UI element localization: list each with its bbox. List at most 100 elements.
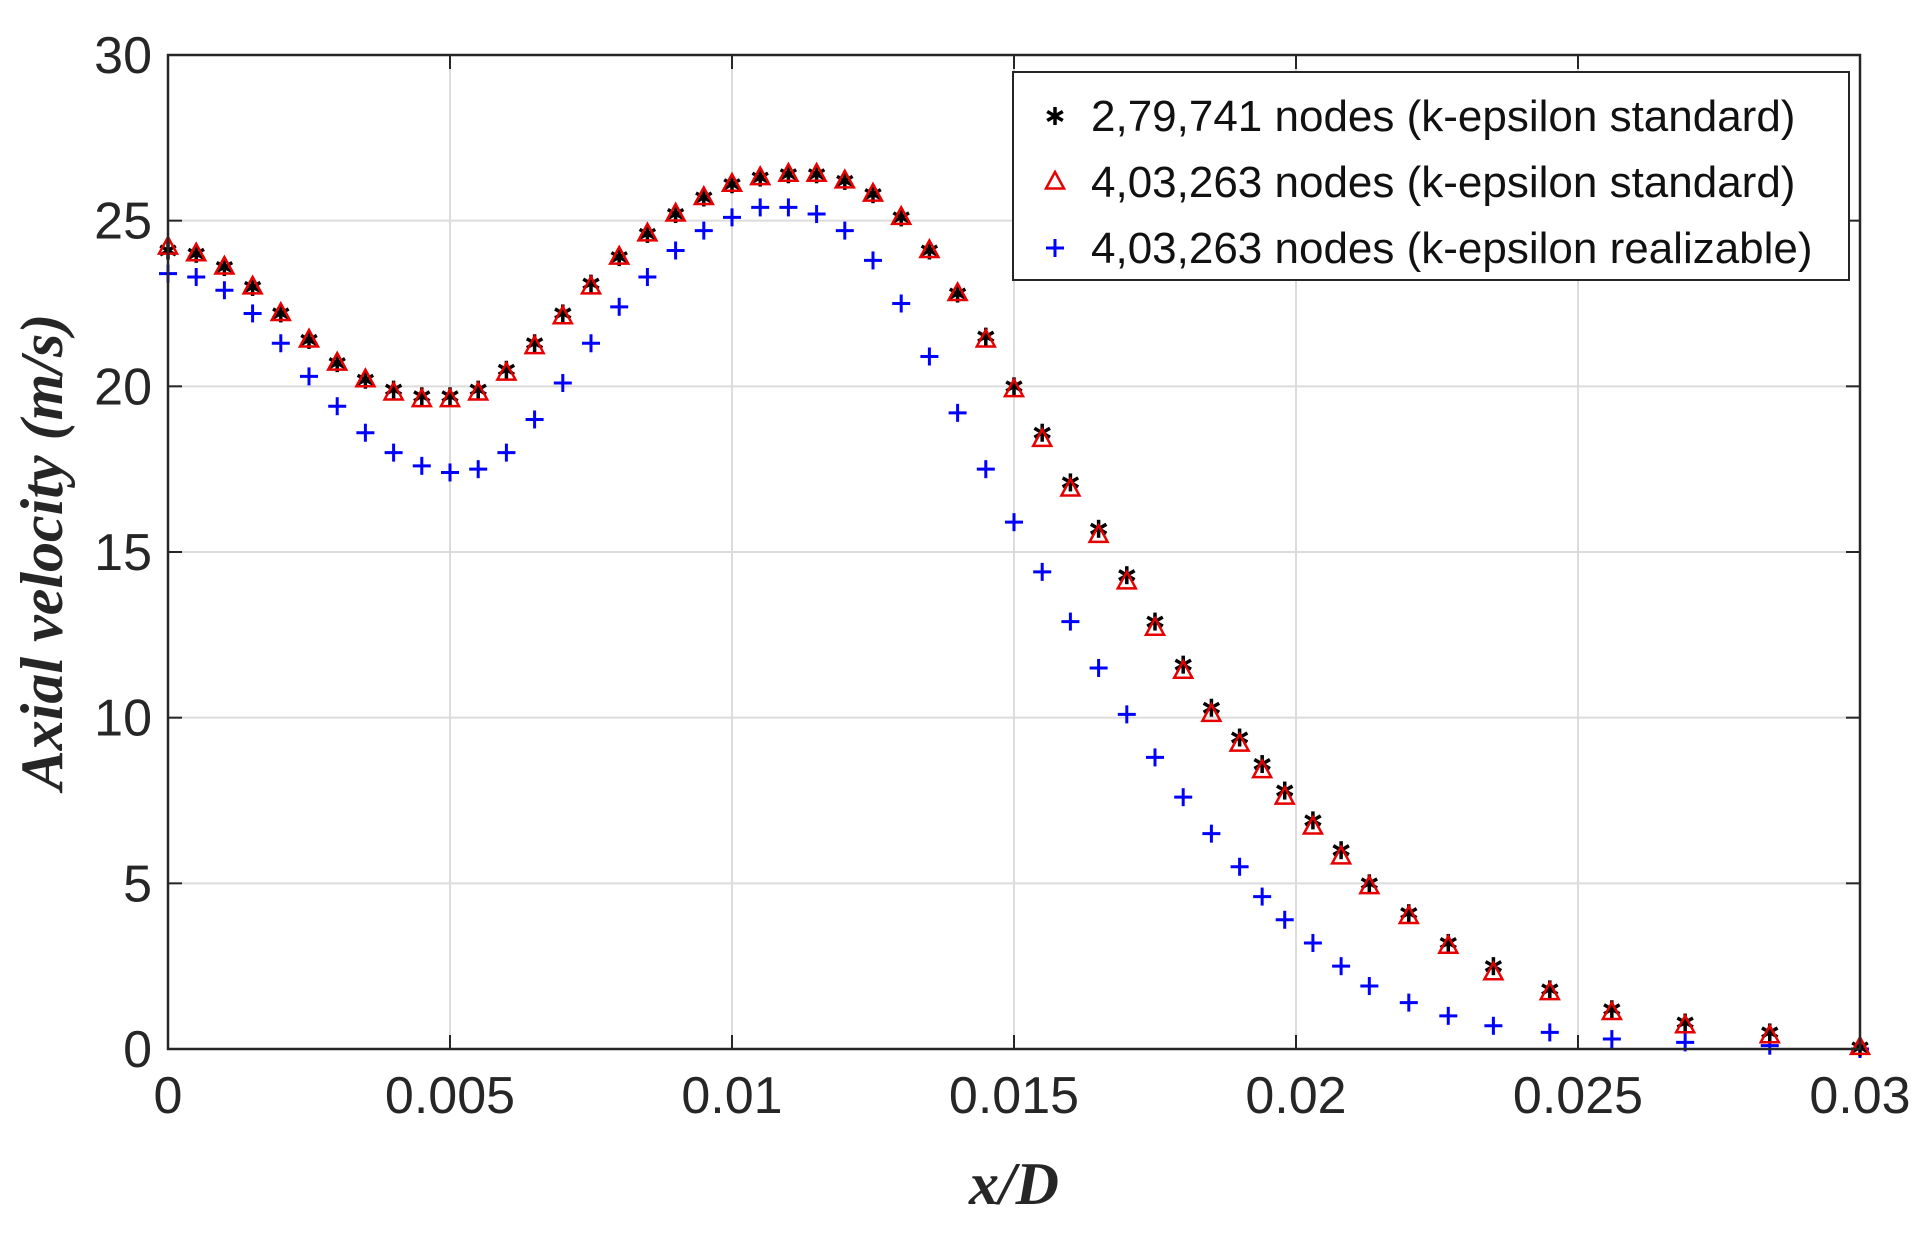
data-point [918, 237, 941, 259]
data-point [469, 460, 488, 479]
data-point [948, 403, 967, 422]
data-point [187, 267, 206, 286]
y-tick-label: 10 [94, 690, 152, 748]
data-point [976, 460, 995, 479]
data-point [974, 327, 997, 348]
data-point [382, 380, 405, 401]
data-point [1482, 960, 1505, 981]
data-point [694, 221, 713, 240]
data-point [1031, 426, 1054, 448]
data-point [241, 274, 264, 295]
data-point [441, 463, 459, 482]
asterisk-stroke [1118, 569, 1136, 582]
data-point [1437, 933, 1460, 955]
data-point [1143, 615, 1167, 636]
data-point [723, 208, 741, 227]
x-axis-title: x/D [968, 1151, 1059, 1217]
asterisk-stroke [1304, 814, 1322, 827]
x-tick-label: 0.025 [1513, 1067, 1643, 1125]
data-point [1089, 519, 1108, 538]
x-tick-label: 0.015 [949, 1067, 1079, 1125]
data-point [356, 423, 375, 442]
y-tick-label: 20 [94, 358, 152, 416]
data-point [1115, 569, 1138, 590]
data-point [692, 184, 715, 206]
data-point [328, 397, 347, 416]
data-point [1540, 1023, 1559, 1042]
y-tick-label: 15 [94, 524, 152, 582]
data-point [1600, 999, 1623, 1021]
data-point [805, 161, 828, 183]
x-tick-label: 0.01 [681, 1067, 782, 1125]
data-point [1146, 748, 1164, 767]
legend: 2,79,741 nodes (k-epsilon standard) 4,03… [1012, 71, 1850, 281]
legend-label: 2,79,741 nodes (k-epsilon standard) [1091, 92, 1795, 141]
data-point [1253, 755, 1271, 774]
data-point [1275, 910, 1294, 929]
data-point [1397, 903, 1420, 925]
data-point [1674, 1013, 1697, 1034]
legend-marker-plus-icon [1046, 239, 1064, 257]
data-point [892, 294, 911, 313]
data-point [1253, 887, 1272, 906]
data-point [1172, 658, 1195, 680]
data-point [861, 181, 885, 202]
y-tick-label: 5 [123, 855, 152, 913]
data-point [610, 297, 629, 316]
data-point [1174, 788, 1193, 807]
data-point [779, 198, 798, 217]
data-point [1174, 655, 1192, 674]
y-tick-label: 25 [94, 193, 152, 251]
legend-marker-asterisk-icon [1046, 107, 1064, 125]
x-tick-label: 0.005 [385, 1067, 515, 1125]
data-point [523, 333, 546, 355]
data-point [1304, 811, 1322, 830]
data-point [297, 327, 321, 348]
asterisk-stroke [1276, 784, 1294, 797]
legend-label: 4,03,263 nodes (k-epsilon standard) [1091, 158, 1795, 207]
asterisk-stroke [1332, 844, 1350, 857]
data-point [1005, 513, 1023, 532]
data-point [751, 198, 770, 217]
data-point [300, 367, 318, 386]
data-point [1848, 1034, 1872, 1056]
data-point [608, 244, 631, 265]
data-point [579, 274, 603, 295]
data-point [1399, 993, 1418, 1012]
data-point [1230, 728, 1249, 747]
data-point [777, 161, 800, 183]
data-point [1230, 857, 1249, 876]
data-point [553, 374, 572, 393]
data-point [551, 304, 574, 325]
legend-marker-shape [1046, 239, 1064, 257]
x-tick-label: 0.02 [1245, 1067, 1346, 1125]
series-1 [156, 161, 1872, 1056]
data-point [1089, 658, 1108, 677]
data-point [215, 281, 234, 300]
data-point [438, 386, 462, 408]
data-point [666, 241, 685, 260]
data-point [1087, 522, 1110, 544]
asterisk-stroke [1033, 426, 1051, 439]
legend-marker-triangle-icon [1043, 169, 1067, 190]
data-point [1439, 1006, 1458, 1025]
data-point [1061, 473, 1080, 492]
y-tick-label: 0 [123, 1021, 152, 1079]
data-point [326, 350, 349, 371]
data-point [1358, 874, 1381, 895]
data-point [1059, 476, 1082, 497]
y-tick-label: 30 [94, 27, 152, 85]
data-point [185, 241, 208, 262]
data-point [1200, 701, 1223, 723]
data-point [384, 443, 403, 462]
data-point [1061, 612, 1080, 631]
legend-entry-standard-403263: 4,03,263 nodes (k-epsilon standard) [1043, 158, 1795, 207]
legend-box [1012, 71, 1850, 281]
legend-label: 4,03,263 nodes (k-epsilon realizable) [1091, 224, 1813, 273]
data-point [636, 221, 659, 242]
data-point [497, 443, 516, 462]
data-point [664, 201, 687, 222]
data-point [835, 221, 854, 240]
